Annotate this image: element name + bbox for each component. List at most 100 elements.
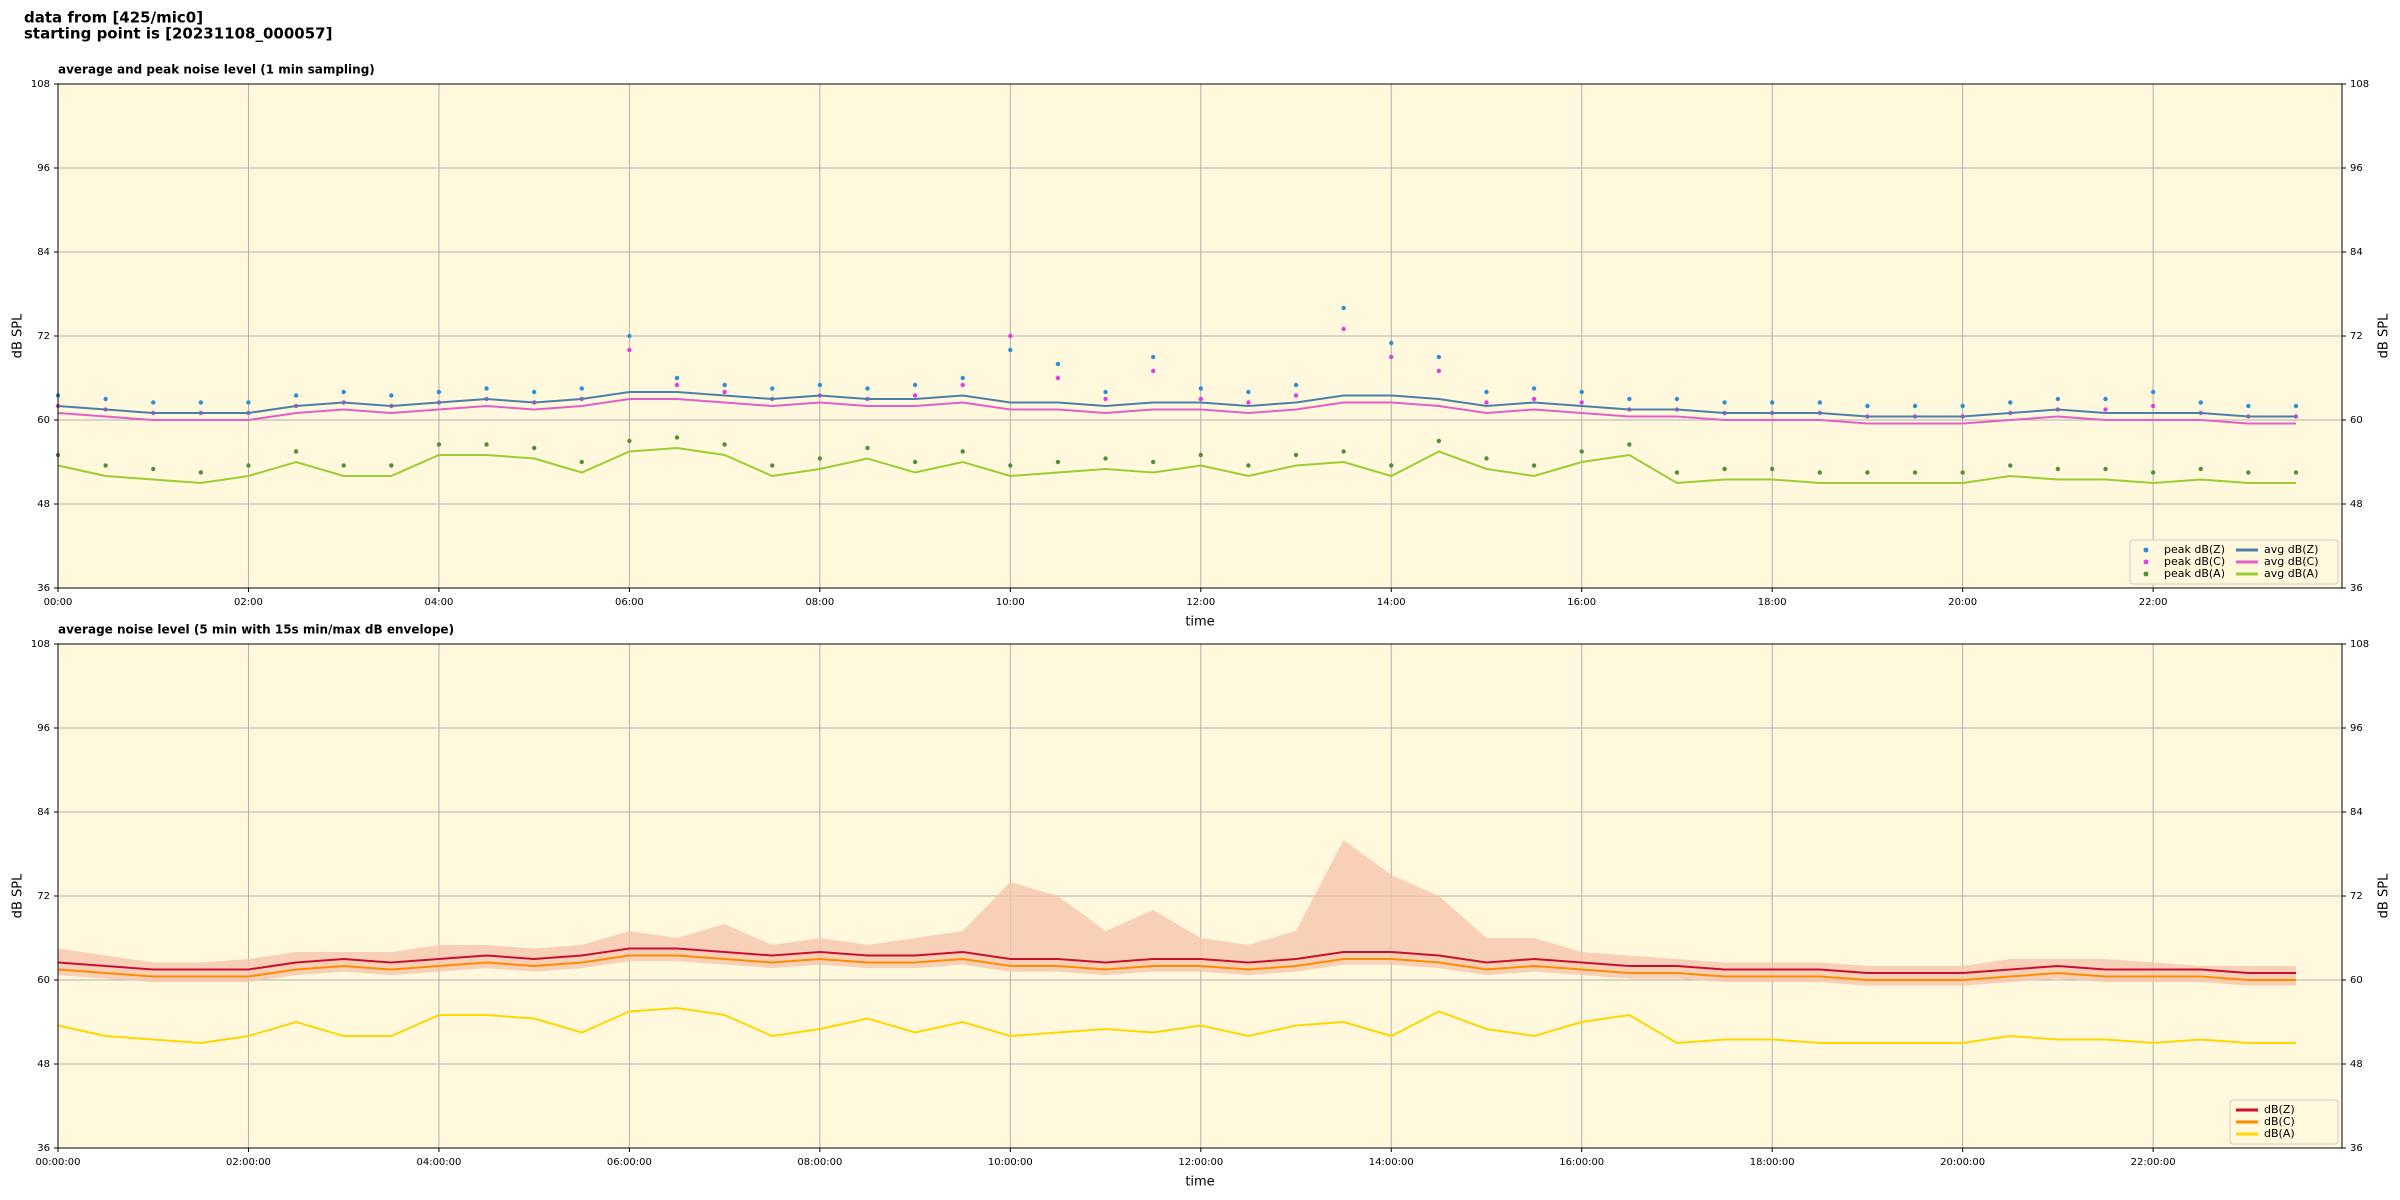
x-tick-label: 20:00 <box>1948 597 1977 608</box>
peak-point <box>1055 375 1061 381</box>
peak-point <box>1008 463 1013 468</box>
peak-point <box>1579 400 1584 405</box>
peak-point <box>2103 466 2108 472</box>
peak-point <box>674 375 680 381</box>
peak-point <box>293 393 299 398</box>
header-line: data from [425/mic0] <box>24 9 203 27</box>
peak-point <box>1008 347 1013 353</box>
legend-swatch <box>2143 547 2149 553</box>
legend-label: avg dB(C) <box>2264 555 2319 568</box>
y-tick-label-right: 36 <box>2350 1143 2363 1154</box>
peak-point <box>1436 368 1442 374</box>
peak-point <box>389 393 394 398</box>
x-tick-label: 12:00 <box>1186 597 1215 608</box>
peak-point <box>722 442 727 447</box>
peak-point <box>770 386 775 391</box>
peak-point <box>1389 354 1394 360</box>
peak-point <box>2103 407 2108 412</box>
peak-point <box>2103 396 2108 402</box>
peak-point <box>436 389 442 395</box>
legend-box <box>2129 539 2339 585</box>
legend-label: peak dB(A) <box>2164 567 2225 580</box>
x-tick-label: 00:00 <box>44 597 73 608</box>
peak-point <box>1246 463 1251 468</box>
chart-panel: average noise level (5 min with 15s min/… <box>11 623 2392 1190</box>
peak-point <box>1150 459 1156 465</box>
peak-point <box>103 463 108 468</box>
peak-point <box>1008 333 1013 339</box>
y-tick-label: 36 <box>37 583 50 594</box>
peak-point <box>1865 403 1870 409</box>
peak-point <box>198 400 204 405</box>
peak-point <box>341 463 346 468</box>
peak-point <box>1912 470 1918 475</box>
peak-point <box>1198 386 1203 391</box>
peak-point <box>1436 438 1442 444</box>
y-tick-label: 96 <box>37 163 50 174</box>
peak-point <box>912 393 918 398</box>
peak-point <box>484 386 489 391</box>
y-tick-label-right: 60 <box>2350 415 2363 426</box>
peak-point <box>2150 389 2156 395</box>
x-tick-label: 22:00 <box>2139 597 2168 608</box>
peak-point <box>2246 470 2251 475</box>
series-line <box>57 446 2296 485</box>
y-tick-label-right: 96 <box>2350 163 2363 174</box>
y-tick-label: 36 <box>37 1143 50 1154</box>
y-tick-label-right: 96 <box>2350 723 2363 734</box>
peak-point <box>912 459 918 465</box>
peak-point <box>1150 354 1156 360</box>
legend-label: dB(A) <box>2264 1127 2295 1140</box>
y-tick-label: 48 <box>37 499 50 510</box>
series-line <box>57 391 2296 418</box>
y-tick-label-right: 60 <box>2350 975 2363 986</box>
y-tick-label-right: 72 <box>2350 331 2363 342</box>
legend-label: peak dB(Z) <box>2164 543 2225 556</box>
envelope-area <box>58 840 2296 986</box>
plot-frame <box>57 643 2343 1149</box>
peak-point <box>2150 403 2156 409</box>
y-tick-label: 96 <box>37 723 50 734</box>
y-tick-label-right: 84 <box>2350 247 2363 258</box>
peak-point <box>1817 470 1823 475</box>
y-tick-label: 84 <box>37 247 50 258</box>
x-tick-label: 22:00:00 <box>2131 1157 2176 1168</box>
peak-point <box>1627 396 1632 402</box>
peak-point <box>722 382 727 388</box>
x-tick-label: 04:00:00 <box>416 1157 461 1168</box>
legend-swatch <box>2143 571 2149 577</box>
legend: dB(Z)dB(C)dB(A) <box>2229 1099 2339 1145</box>
y-tick-label-right: 108 <box>2350 79 2369 90</box>
peak-point <box>1627 442 1632 447</box>
peak-point <box>1531 396 1537 402</box>
peak-point <box>2198 466 2203 472</box>
peak-point <box>722 389 727 395</box>
y-tick-label-right: 48 <box>2350 499 2363 510</box>
peak-point <box>151 400 156 405</box>
x-tick-label: 18:00:00 <box>1750 1157 1795 1168</box>
x-tick-label: 14:00:00 <box>1369 1157 1414 1168</box>
peak-point <box>151 466 156 472</box>
peak-point <box>103 396 108 402</box>
peak-point <box>1769 466 1775 472</box>
peak-point <box>2008 400 2013 405</box>
peak-point <box>1579 389 1584 395</box>
header-line: starting point is [20231108_000057] <box>24 25 332 43</box>
peak-point <box>1389 340 1394 346</box>
peak-point <box>1484 456 1489 461</box>
series-line <box>57 954 2296 981</box>
peak-point <box>960 449 965 454</box>
x-tick-label: 10:00:00 <box>988 1157 1033 1168</box>
x-tick-label: 10:00 <box>996 597 1025 608</box>
peak-point <box>389 463 394 468</box>
peak-point <box>1579 449 1584 454</box>
chart-title: average and peak noise level (1 min samp… <box>58 63 375 77</box>
x-tick-label: 00:00:00 <box>36 1157 81 1168</box>
peak-point <box>246 400 251 405</box>
peak-point <box>1293 382 1299 388</box>
peak-point <box>1960 403 1965 409</box>
peak-point <box>436 442 442 447</box>
y-tick-label: 60 <box>37 975 50 986</box>
peak-point <box>198 470 204 475</box>
legend-label: avg dB(Z) <box>2264 543 2318 556</box>
